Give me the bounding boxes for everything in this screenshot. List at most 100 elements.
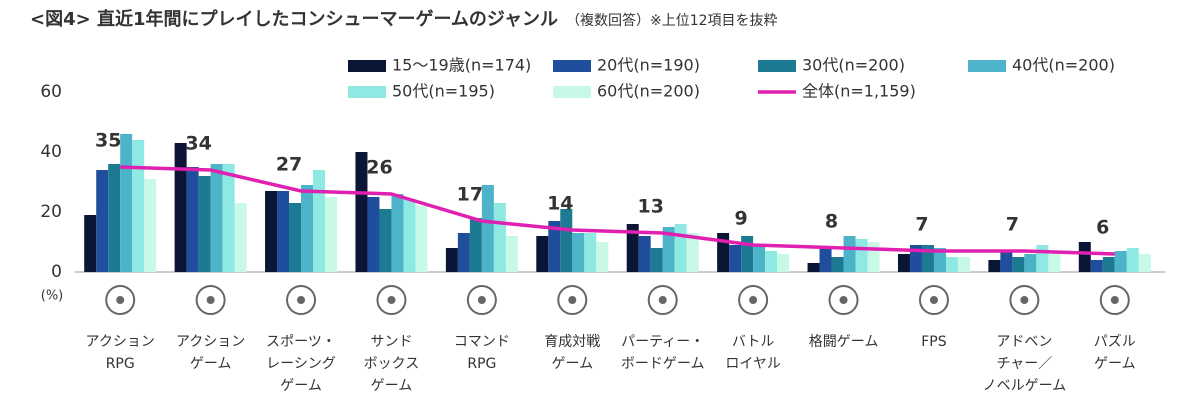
bar [686, 233, 699, 272]
category-icon-dot [1020, 296, 1029, 304]
legend-label: 20代(n=190) [597, 56, 700, 75]
legend-swatch [758, 60, 796, 72]
x-tick-label: 育成対戦 [544, 334, 600, 350]
category-icon-dot [206, 296, 215, 304]
y-unit: (%) [41, 289, 64, 304]
legend-swatch [348, 60, 386, 72]
y-tick-label: 20 [40, 202, 62, 222]
x-tick-label: ゲーム [190, 356, 232, 372]
bar [897, 254, 910, 272]
bar [457, 233, 470, 272]
legend-label: 60代(n=200) [597, 82, 700, 101]
bar [933, 248, 946, 272]
category-icon-dot [477, 296, 486, 304]
bar [729, 245, 742, 272]
category-icon [647, 285, 678, 315]
bar [222, 164, 235, 272]
x-tick-label: チャー／ [996, 356, 1052, 372]
x-tick-label: コマンド [454, 334, 510, 350]
data-label: 34 [185, 133, 211, 155]
x-tick-label: ゲーム [1094, 356, 1136, 372]
bar [572, 233, 585, 272]
bar [415, 206, 428, 272]
bar [584, 233, 597, 272]
bar [819, 248, 832, 272]
bar [96, 170, 109, 272]
bar [548, 221, 561, 272]
bar [493, 203, 506, 272]
bar [469, 218, 482, 272]
bar [988, 260, 1001, 272]
x-tick-label: ゲーム [280, 378, 322, 394]
bar [626, 224, 639, 272]
category-icon-dot [929, 296, 938, 304]
category-icon-dot [1110, 296, 1119, 304]
y-tick-label: 0 [51, 262, 62, 282]
bar [1126, 248, 1139, 272]
x-tick-label: バトル [732, 334, 774, 350]
bar [186, 167, 199, 272]
bar [403, 200, 416, 272]
category-icon [1009, 285, 1040, 315]
bar [84, 215, 97, 272]
legend-label: 50代(n=195) [392, 82, 495, 101]
bar [120, 134, 133, 272]
legend-label: 40代(n=200) [1012, 56, 1115, 75]
x-tick-label: ボックス [364, 356, 420, 372]
bar [957, 257, 970, 272]
bar [843, 236, 856, 272]
x-tick-label: ゲーム [371, 378, 413, 394]
x-tick-label: RPG [106, 356, 135, 372]
x-tick-label: RPG [467, 356, 496, 372]
bar [945, 257, 958, 272]
data-label: 27 [276, 154, 302, 176]
bar [132, 140, 145, 272]
bar [108, 164, 121, 272]
x-tick-label: ロイヤル [725, 356, 781, 372]
data-label: 6 [1096, 217, 1109, 239]
x-tick-label: 格闘ゲーム [809, 334, 879, 350]
category-icon [738, 285, 769, 315]
bar [1102, 257, 1115, 272]
bar [741, 236, 754, 272]
data-label: 9 [735, 208, 748, 230]
category-icon [1099, 285, 1130, 315]
bar [445, 248, 458, 272]
bar [277, 191, 290, 272]
category-icon-dot [749, 296, 758, 304]
bar [391, 194, 404, 272]
bar [1138, 254, 1151, 272]
category-icon [105, 285, 136, 315]
x-tick-label: アクション [176, 334, 245, 350]
bar [367, 197, 380, 272]
line-series [120, 165, 1115, 256]
x-tick-label: FPS [921, 334, 946, 350]
bar [289, 203, 302, 272]
category-icon-dot [658, 296, 667, 304]
bar [505, 236, 518, 272]
bar [144, 179, 157, 272]
bar [1000, 251, 1013, 272]
x-tick-label: パーティー・ [621, 334, 704, 350]
category-icon-dot [568, 296, 577, 304]
legend-swatch [968, 60, 1006, 72]
data-label: 8 [825, 211, 838, 233]
data-label: 13 [637, 196, 663, 218]
y-tick-label: 60 [40, 82, 62, 102]
x-tick-label: スポーツ・ [266, 334, 336, 350]
bar [210, 164, 223, 272]
category-icon [557, 285, 588, 315]
category-icon [466, 285, 497, 315]
bar [807, 263, 820, 272]
y-tick-label: 40 [40, 142, 62, 162]
bar [234, 203, 247, 272]
bar [355, 152, 368, 272]
legend-label: 15～19歳(n=174) [392, 56, 531, 75]
bar [753, 245, 766, 272]
bar [674, 224, 687, 272]
data-label: 7 [1006, 214, 1019, 236]
x-tick-label: ゲーム [551, 356, 593, 372]
x-tick-label: パズル [1094, 334, 1136, 350]
bar [325, 197, 338, 272]
